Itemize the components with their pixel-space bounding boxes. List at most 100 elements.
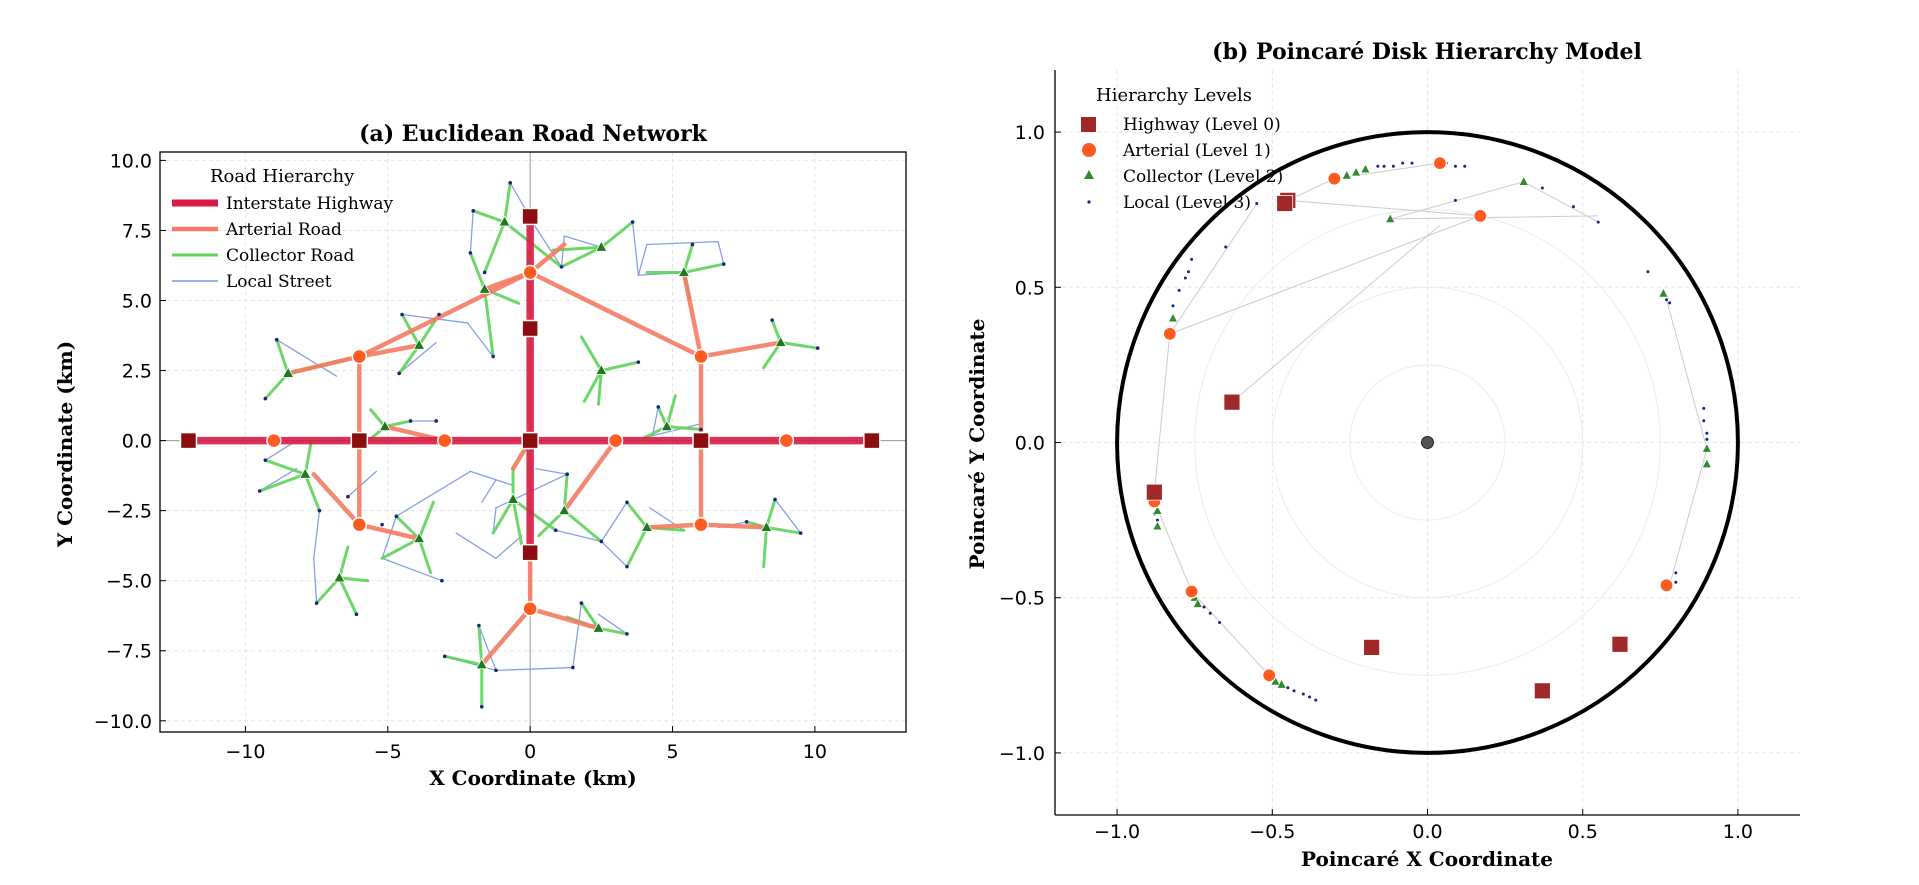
euclidean-road-network-chart: −10 −5 0 5 10 10.0 7.5 5.0 2.5 0.0 −2.5 −5.0 −7.5 −10…: [53, 121, 907, 790]
collector-road-edge: [303, 472, 321, 513]
disk-boundary: [1115, 130, 1740, 755]
local-node: [579, 601, 584, 605]
chart-title-a: (a) Euclidean Road Network: [359, 121, 708, 147]
hierarchy-edge: [1287, 199, 1481, 217]
local-street-edge: [637, 243, 648, 276]
legend-marker-local: [1087, 200, 1091, 204]
legend-b: Hierarchy Levels Highway (Level 0) Arter…: [1081, 85, 1283, 213]
legend-label-highway: Interstate Highway: [226, 194, 393, 214]
arterial-point: [1327, 171, 1342, 186]
disk-guide-circles: [1194, 209, 1661, 676]
plot-frame-a: [159, 151, 907, 733]
collector-road-edge: [579, 601, 600, 630]
ticks-a: −10 −5 0 5 10 10.0 7.5 5.0 2.5 0.0 −2.5 −5.0 −7.5 −10…: [94, 150, 827, 763]
local-street-edge: [466, 322, 494, 358]
local-node: [553, 528, 558, 533]
legend-label-collector-level: Collector (Level 2): [1123, 167, 1283, 187]
local-point: [1702, 406, 1706, 410]
local-node: [397, 371, 401, 376]
local-street-edge: [597, 613, 628, 635]
collector-road-edge: [779, 341, 820, 350]
local-node: [690, 242, 695, 247]
collector-road-edge: [483, 220, 507, 274]
collector-node: [595, 240, 608, 252]
local-point: [1301, 692, 1305, 696]
collector-road-edge: [764, 497, 777, 529]
arterial-road-edge: [357, 522, 422, 541]
y-tick-label-b: 0.0: [1015, 433, 1045, 455]
arterial-road-edges: [285, 242, 783, 668]
local-node: [380, 522, 384, 527]
local-node: [354, 612, 359, 617]
collector-road-edge: [596, 626, 629, 636]
local-node: [491, 354, 495, 359]
local-street-edge: [572, 602, 583, 669]
collector-node: [412, 338, 426, 350]
local-node: [721, 262, 726, 266]
collector-road-edge: [491, 497, 515, 535]
hierarchy-edge: [1390, 215, 1599, 220]
local-street-edge: [313, 557, 318, 604]
collector-road-edge: [511, 497, 524, 546]
arterial-road-edge: [698, 522, 769, 530]
hierarchy-points: [1145, 156, 1712, 702]
hierarchy-edge: [1191, 591, 1270, 676]
hierarchy-edges: [1153, 162, 1708, 676]
arterial-road-edge: [698, 340, 783, 359]
poincare-disk-chart: −1.0 −0.5 0.0 0.5 1.0 1.0 0.5 0.0 −0.5 −1.0 (b) P…: [965, 39, 1800, 871]
arterial-node: [607, 432, 624, 449]
collector-node: [333, 571, 346, 583]
hierarchy-edge: [1169, 203, 1258, 335]
collector-node: [660, 419, 674, 431]
local-node: [400, 312, 404, 317]
local-point: [1668, 301, 1672, 305]
ticks-b: −1.0 −0.5 0.0 0.5 1.0 1.0 0.5 0.0 −0.5 −1.0: [999, 122, 1753, 843]
local-node: [494, 668, 498, 673]
arterial-node: [693, 516, 709, 533]
collector-road-edge: [417, 537, 432, 574]
local-street-edge: [398, 341, 437, 375]
local-point: [1571, 205, 1575, 209]
y-tick-label-a: 7.5: [122, 220, 152, 242]
local-node: [699, 427, 703, 432]
local-street-edge: [478, 624, 497, 672]
collector-node: [760, 520, 773, 532]
local-node: [565, 472, 569, 477]
arterial-point: [1473, 208, 1488, 223]
guide-circle: [1349, 364, 1506, 521]
legend-title-b: Hierarchy Levels: [1096, 85, 1252, 106]
legend-marker-highway: [1081, 117, 1096, 132]
collector-road-edge: [417, 500, 435, 541]
collector-road-edge: [625, 500, 649, 529]
highway-node: [863, 431, 881, 450]
local-street-edge: [455, 532, 497, 559]
y-tick-label-b: −1.0: [999, 743, 1045, 765]
local-street-edge: [535, 467, 568, 475]
legend-label-arterial-level: Arterial (Level 1): [1122, 141, 1271, 161]
arterial-road-edge: [527, 270, 704, 359]
local-node: [625, 564, 629, 569]
legend-marker-collector: [1084, 170, 1094, 179]
x-tick-label-a: −5: [374, 741, 402, 763]
local-node: [625, 500, 629, 505]
local-node: [263, 458, 268, 463]
local-point: [1705, 431, 1709, 435]
local-point: [1674, 571, 1678, 575]
local-node: [274, 337, 279, 342]
x-axis-label-a: X Coordinate (km): [429, 766, 637, 790]
collector-road-edge: [682, 242, 694, 274]
highway-node: [521, 543, 539, 562]
arterial-node: [351, 516, 368, 533]
local-point: [1453, 164, 1457, 168]
collector-road-edge: [562, 472, 569, 513]
x-axis-label-b: Poincaré X Coordinate: [1301, 847, 1553, 871]
arterial-node: [693, 348, 709, 365]
hierarchy-edge: [1169, 215, 1481, 335]
local-point: [1202, 605, 1206, 609]
y-tick-label-a: −7.5: [106, 641, 152, 663]
hierarchy-edge: [1153, 501, 1193, 592]
local-street-edge: [632, 221, 640, 276]
legend-label-local-level: Local (Level 3): [1123, 193, 1251, 213]
local-point: [1255, 201, 1259, 205]
local-point: [1208, 611, 1212, 615]
